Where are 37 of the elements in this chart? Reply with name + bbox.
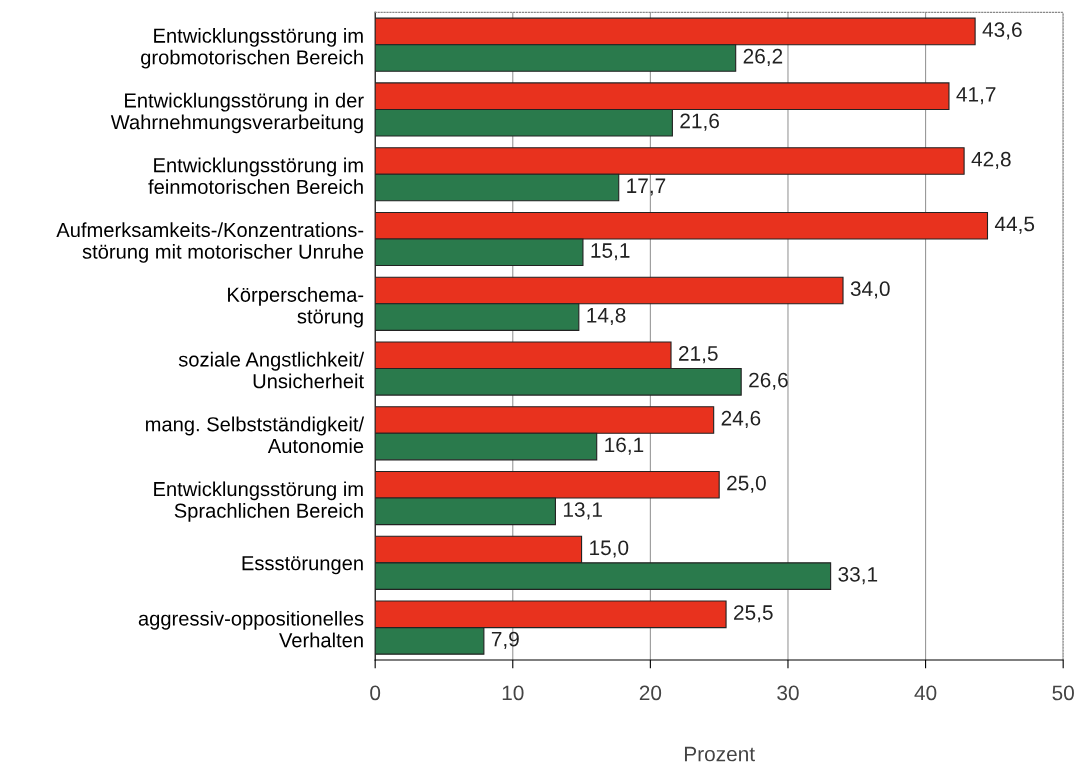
y-tick-label: soziale Angstlichkeit/ Unsicherheit [178, 351, 365, 389]
data-label: 21,5 [679, 346, 718, 364]
data-label: 14,8 [587, 307, 626, 326]
data-label: 15,0 [590, 540, 629, 558]
data-label: 25,5 [734, 605, 773, 623]
x-tick-label: 30 [777, 685, 799, 701]
x-tick-label: 40 [914, 685, 937, 701]
data-label: 43,6 [982, 22, 1022, 40]
x-tick-label: 10 [502, 685, 524, 701]
y-tick-label: aggressiv-oppositionelles Verhalten [138, 610, 364, 648]
data-label: 25,0 [727, 475, 766, 493]
y-tick-label: Entwicklungsstörung im grobmotorischen Bereich [141, 28, 363, 69]
data-label: 16,1 [605, 437, 644, 455]
y-tick-label: Entwicklungsstörung in der Wahrnehmungsverarbeitung [110, 92, 364, 134]
data-label: 21,6 [680, 113, 719, 131]
data-label: 24,6 [721, 410, 761, 429]
data-label: 33,1 [838, 566, 878, 585]
y-tick-label: Aufmerksamkeits-/Konzentrations- störung mit motorischer Unruhe [56, 222, 364, 263]
data-label: 26,2 [743, 48, 783, 67]
data-label: 7,9 [491, 631, 519, 649]
x-tick-label: 20 [639, 685, 662, 701]
y-tick-label: Entwicklungsstörung im feinmotorischen Bereich [148, 157, 363, 195]
y-tick-label: Körperschema- störung [228, 287, 364, 328]
x-axis-title: Prozent [684, 746, 755, 762]
data-label: 17,7 [627, 178, 666, 196]
y-tick-label: Entwicklungsstörung im Sprachlichen Bereich [154, 481, 363, 522]
y-tick-label: mang. Selbstständigkeit/ Autonomie [146, 416, 365, 454]
data-label: 34,0 [850, 281, 890, 299]
y-tick-label: Essstörungen [242, 556, 363, 575]
data-label: 15,1 [591, 243, 630, 261]
data-label: 13,1 [563, 502, 602, 520]
data-label: 44,5 [994, 216, 1035, 234]
x-tick-label: 0 [370, 685, 381, 701]
x-tick-label: 50 [1052, 685, 1074, 701]
data-label: 42,8 [971, 151, 1011, 170]
data-label: 41,7 [956, 87, 996, 105]
data-label: 26,6 [749, 372, 788, 390]
